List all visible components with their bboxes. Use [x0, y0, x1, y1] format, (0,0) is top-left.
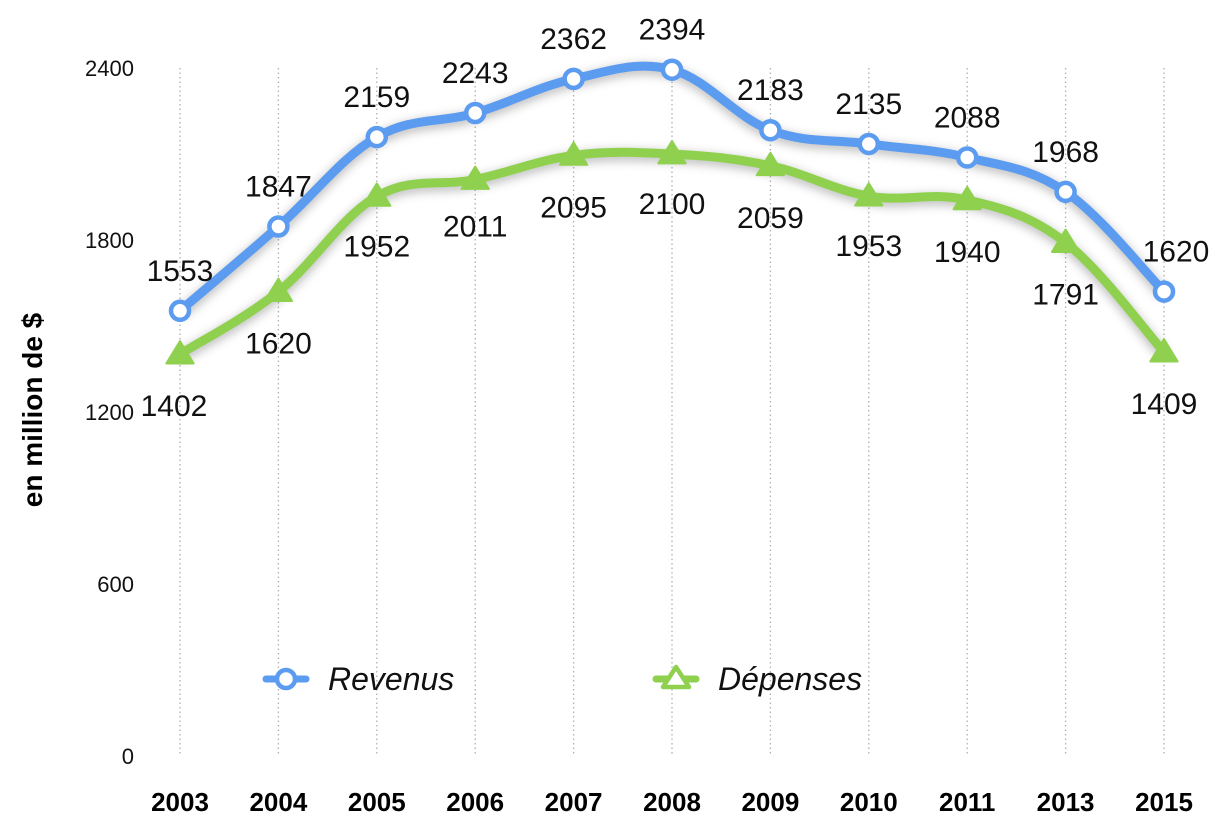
legend-marker	[660, 664, 692, 690]
series-revenus	[168, 58, 1176, 323]
data-label: 2011	[443, 211, 508, 244]
data-label: 2100	[639, 188, 706, 221]
x-tick-label: 2003	[151, 787, 209, 817]
data-point	[660, 58, 684, 81]
data-point	[460, 165, 490, 190]
data-point	[562, 67, 585, 91]
data-label: 1791	[1032, 279, 1099, 312]
data-label: 1940	[934, 236, 1001, 269]
data-label: 1402	[141, 390, 208, 423]
data-label: 1847	[245, 171, 312, 204]
data-label: 1620	[245, 328, 312, 361]
data-point	[365, 125, 389, 149]
data-point	[267, 215, 290, 238]
data-label: 2059	[737, 202, 804, 235]
data-point	[165, 340, 195, 365]
data-label: 2394	[639, 14, 706, 47]
x-tick-label: 2005	[348, 787, 406, 817]
data-labels: 1402 1620 1952 2011 2095 2100 2059 1953 1940 1791…	[141, 14, 1210, 423]
data-point	[263, 277, 294, 302]
data-point	[1050, 228, 1081, 253]
y-axis-label: en million de $	[17, 312, 48, 507]
data-point	[657, 140, 687, 165]
legend-label: Revenus	[328, 661, 454, 697]
y-tick-label: 1200	[85, 400, 134, 425]
data-point	[168, 299, 192, 323]
data-point	[854, 182, 884, 207]
data-label: 2183	[737, 74, 804, 107]
data-point	[1149, 338, 1179, 363]
data-label: 2095	[540, 191, 607, 224]
x-tick-label: 2010	[840, 787, 898, 817]
data-point	[558, 141, 589, 166]
data-point	[857, 132, 881, 156]
legend-marker	[274, 667, 298, 691]
data-label: 2088	[934, 101, 1001, 134]
axes: en million de $ 2003 2004 2005 2006 2007 2008…	[17, 56, 1193, 817]
data-label: 2135	[835, 88, 902, 121]
data-label: 1620	[1143, 236, 1210, 269]
x-tick-label: 2009	[741, 787, 799, 817]
data-point	[362, 182, 392, 207]
data-point	[755, 151, 786, 177]
data-label: 1553	[147, 255, 214, 288]
data-point	[955, 146, 979, 169]
x-tick-label: 2011	[939, 787, 995, 817]
y-tick-label: 600	[97, 572, 134, 597]
legend-label: Dépenses	[718, 661, 862, 697]
data-label: 1968	[1032, 136, 1099, 169]
data-label: 2243	[442, 57, 509, 90]
data-label: 1409	[1131, 388, 1198, 421]
y-tick-label: 0	[122, 744, 134, 769]
x-tick-label: 2007	[545, 787, 603, 817]
series-depenses	[165, 140, 1179, 365]
data-point	[952, 185, 982, 211]
y-tick-label: 1800	[85, 228, 134, 253]
data-label: 1952	[343, 230, 410, 263]
data-point	[1054, 180, 1077, 204]
x-tick-label: 2006	[446, 787, 504, 817]
legend: Revenus Dépenses	[262, 661, 862, 697]
legend-item: Revenus	[262, 661, 454, 697]
x-tick-label: 2004	[249, 787, 307, 817]
data-label: 2362	[540, 23, 607, 56]
data-label: 2159	[343, 81, 410, 114]
data-point	[1152, 280, 1176, 303]
series	[165, 58, 1179, 365]
data-point	[759, 118, 782, 142]
x-tick-label: 2015	[1135, 787, 1193, 817]
y-tick-label: 2400	[85, 56, 134, 81]
legend-item: Dépenses	[652, 661, 862, 697]
x-tick-label: 2008	[643, 787, 701, 817]
x-tick-label: 2013	[1037, 787, 1095, 817]
data-label: 1953	[835, 230, 902, 263]
data-point	[463, 101, 487, 125]
